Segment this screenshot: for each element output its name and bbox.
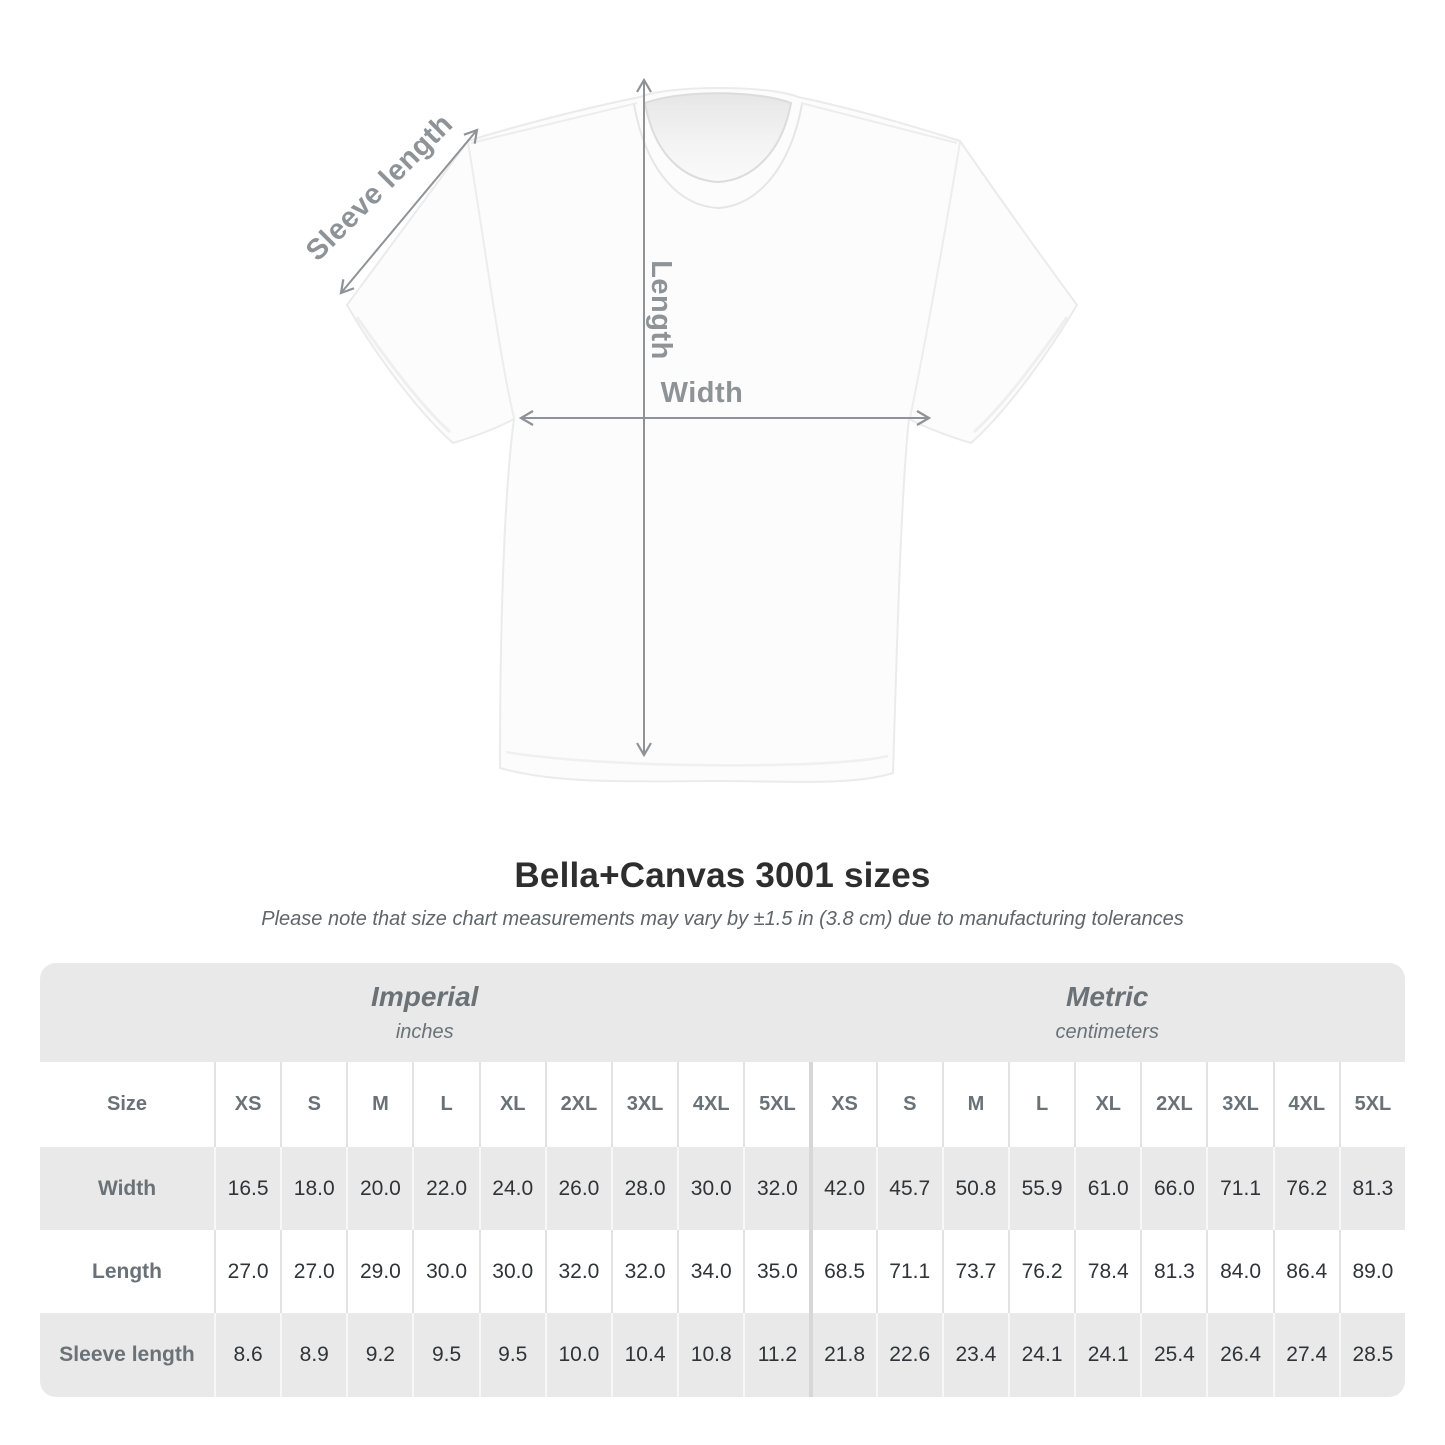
value-cell: 32.0 bbox=[610, 1230, 678, 1313]
imperial-title: Imperial bbox=[371, 981, 479, 1012]
size-header-imperial-xl: XL bbox=[478, 1062, 545, 1147]
size-header-metric-4xl: 4XL bbox=[1272, 1062, 1339, 1147]
metric-unit: centimeters bbox=[1055, 1021, 1159, 1043]
value-cell: 86.4 bbox=[1272, 1230, 1339, 1313]
size-table: Imperial inches Metric centimeters Size X… bbox=[40, 963, 1405, 1397]
size-header-metric-s: S bbox=[875, 1062, 942, 1147]
tshirt-diagram: Sleeve length Length Width bbox=[300, 0, 1078, 783]
sleeve-length-arrow bbox=[341, 130, 477, 293]
value-cell: 27.0 bbox=[214, 1230, 281, 1313]
value-cell: 45.7 bbox=[875, 1147, 942, 1230]
value-cell: 28.0 bbox=[610, 1147, 678, 1230]
value-cell: 81.3 bbox=[1338, 1147, 1405, 1230]
value-cell: 81.3 bbox=[1140, 1230, 1207, 1313]
value-cell: 18.0 bbox=[280, 1147, 347, 1230]
value-cell: 8.9 bbox=[280, 1313, 347, 1397]
value-cell: 26.4 bbox=[1206, 1313, 1273, 1397]
page-title: Bella+Canvas 3001 sizes bbox=[514, 856, 931, 895]
value-cell: 16.5 bbox=[214, 1147, 281, 1230]
value-cell: 10.0 bbox=[544, 1313, 611, 1397]
tshirt-silhouette bbox=[346, 87, 1078, 783]
value-cell: 73.7 bbox=[941, 1230, 1008, 1313]
collar-opening bbox=[643, 92, 793, 184]
value-cell: 26.0 bbox=[544, 1147, 611, 1230]
length-label: Length bbox=[645, 260, 677, 360]
value-cell: 10.8 bbox=[677, 1313, 744, 1397]
value-cell: 25.4 bbox=[1140, 1313, 1207, 1397]
value-cell: 30.0 bbox=[412, 1230, 479, 1313]
value-cell: 9.5 bbox=[412, 1313, 479, 1397]
value-cell: 22.6 bbox=[875, 1313, 942, 1397]
value-cell: 30.0 bbox=[478, 1230, 545, 1313]
value-cell: 27.0 bbox=[280, 1230, 347, 1313]
value-cell: 50.8 bbox=[941, 1147, 1008, 1230]
value-cell: 76.2 bbox=[1007, 1230, 1075, 1313]
value-cell: 11.2 bbox=[743, 1313, 810, 1397]
size-header-imperial-4xl: 4XL bbox=[677, 1062, 744, 1147]
size-header-metric-m: M bbox=[941, 1062, 1008, 1147]
size-header-metric-5xl: 5XL bbox=[1338, 1062, 1405, 1147]
value-cell: 24.0 bbox=[478, 1147, 545, 1230]
size-header-imperial-5xl: 5XL bbox=[743, 1062, 810, 1147]
size-header-metric-xl: XL bbox=[1074, 1062, 1141, 1147]
size-header-imperial-m: M bbox=[346, 1062, 413, 1147]
row-label: Width bbox=[40, 1147, 214, 1230]
value-cell: 10.4 bbox=[610, 1313, 678, 1397]
imperial-group-header: Imperial inches bbox=[40, 963, 810, 1062]
imperial-unit: inches bbox=[395, 1021, 454, 1043]
value-cell: 27.4 bbox=[1272, 1313, 1339, 1397]
value-cell: 22.0 bbox=[412, 1147, 479, 1230]
size-header-metric-2xl: 2XL bbox=[1140, 1062, 1207, 1147]
value-cell: 66.0 bbox=[1140, 1147, 1207, 1230]
value-cell: 20.0 bbox=[346, 1147, 413, 1230]
value-cell: 61.0 bbox=[1074, 1147, 1141, 1230]
value-cell: 68.5 bbox=[809, 1230, 876, 1313]
value-cell: 71.1 bbox=[1206, 1147, 1273, 1230]
value-cell: 21.8 bbox=[809, 1313, 876, 1397]
value-cell: 42.0 bbox=[809, 1147, 876, 1230]
value-cell: 23.4 bbox=[941, 1313, 1008, 1397]
size-header-imperial-2xl: 2XL bbox=[544, 1062, 611, 1147]
value-cell: 78.4 bbox=[1074, 1230, 1141, 1313]
value-cell: 9.2 bbox=[346, 1313, 413, 1397]
size-header-imperial-l: L bbox=[412, 1062, 479, 1147]
value-cell: 24.1 bbox=[1074, 1313, 1141, 1397]
value-cell: 29.0 bbox=[346, 1230, 413, 1313]
value-cell: 76.2 bbox=[1272, 1147, 1339, 1230]
metric-group-header: Metric centimeters bbox=[809, 963, 1405, 1062]
value-cell: 28.5 bbox=[1338, 1313, 1405, 1397]
value-cell: 89.0 bbox=[1338, 1230, 1405, 1313]
width-label: Width bbox=[661, 377, 744, 409]
value-cell: 24.1 bbox=[1007, 1313, 1075, 1397]
size-header-imperial-3xl: 3XL bbox=[610, 1062, 678, 1147]
value-cell: 8.6 bbox=[214, 1313, 281, 1397]
size-header-metric-xs: XS bbox=[809, 1062, 876, 1147]
value-cell: 84.0 bbox=[1206, 1230, 1273, 1313]
value-cell: 71.1 bbox=[875, 1230, 942, 1313]
tolerance-note: Please note that size chart measurements… bbox=[261, 908, 1184, 930]
size-header-imperial-s: S bbox=[280, 1062, 347, 1147]
row-label: Length bbox=[40, 1230, 214, 1313]
value-cell: 32.0 bbox=[544, 1230, 611, 1313]
value-cell: 30.0 bbox=[677, 1147, 744, 1230]
value-cell: 55.9 bbox=[1007, 1147, 1075, 1230]
size-header-metric-l: L bbox=[1007, 1062, 1075, 1147]
value-cell: 34.0 bbox=[677, 1230, 744, 1313]
value-cell: 35.0 bbox=[743, 1230, 810, 1313]
value-cell: 9.5 bbox=[478, 1313, 545, 1397]
value-cell: 32.0 bbox=[743, 1147, 810, 1230]
metric-title: Metric bbox=[1066, 981, 1149, 1012]
size-header-imperial-xs: XS bbox=[214, 1062, 281, 1147]
size-header-metric-3xl: 3XL bbox=[1206, 1062, 1273, 1147]
row-label: Sleeve length bbox=[40, 1313, 214, 1397]
size-column-header: Size bbox=[40, 1062, 214, 1147]
